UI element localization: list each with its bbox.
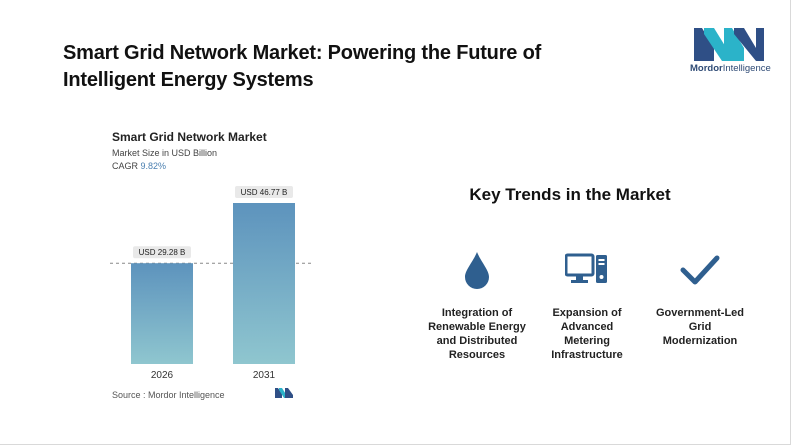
- trend-label: Government-Led Grid Modernization: [655, 307, 744, 347]
- source-note: Source : Mordor Intelligence: [112, 390, 225, 400]
- chart-title: Smart Grid Network Market: [112, 130, 267, 144]
- data-label-2026: USD 29.28 B: [133, 246, 191, 259]
- svg-text:USD 46.77 B: USD 46.77 B: [241, 188, 288, 197]
- bar-2031: [233, 203, 295, 364]
- trends-title: Key Trends in the Market: [469, 185, 671, 204]
- trend-item-renewables: Integration of Renewable Energy and Dist…: [427, 250, 527, 362]
- x-tick-label: 2026: [151, 370, 174, 381]
- trend-label: Integration of Renewable Energy and Dist…: [428, 307, 526, 361]
- computer-monitor-icon: [565, 253, 607, 283]
- mordor-mini-logo-icon: [275, 388, 293, 398]
- water-drop-icon: [465, 252, 489, 289]
- trend-item-metering: Expansion of Advanced Metering Infrastru…: [537, 250, 637, 362]
- trend-label: Expansion of Advanced Metering Infrastru…: [551, 307, 623, 361]
- mordor-logo: MordorIntelligence: [690, 26, 772, 78]
- trend-item-grid-modernization: Government-Led Grid Modernization: [650, 250, 750, 348]
- logo-text: MordorIntelligence: [690, 63, 771, 74]
- page-title: Smart Grid Network Market: Powering the …: [63, 42, 542, 91]
- bar-2026: [131, 263, 193, 364]
- mordor-logo-mark: [694, 28, 764, 61]
- checkmark-icon: [680, 255, 720, 285]
- chart-subtitle: Market Size in USD Billion: [112, 148, 218, 158]
- chart-header: Smart Grid Network Market Market Size in…: [112, 130, 267, 171]
- data-label-2031: USD 46.77 B: [235, 186, 293, 198]
- x-tick-label: 2031: [253, 370, 276, 381]
- chart-cagr: CAGR 9.82%: [112, 161, 167, 171]
- svg-text:USD 29.28 B: USD 29.28 B: [139, 248, 186, 257]
